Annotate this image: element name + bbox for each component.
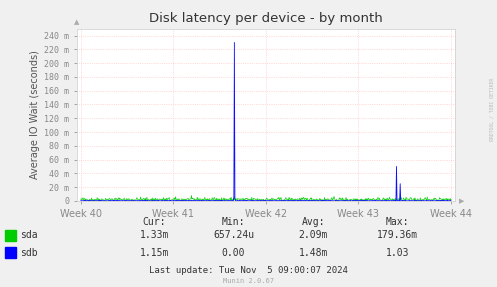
Y-axis label: Average IO Wait (seconds): Average IO Wait (seconds) <box>30 50 40 179</box>
Text: Last update: Tue Nov  5 09:00:07 2024: Last update: Tue Nov 5 09:00:07 2024 <box>149 266 348 275</box>
Text: sda: sda <box>20 230 37 240</box>
Text: 1.48m: 1.48m <box>298 248 328 257</box>
Text: Min:: Min: <box>222 218 246 227</box>
Text: 1.15m: 1.15m <box>139 248 169 257</box>
Text: 0.00: 0.00 <box>222 248 246 257</box>
Title: Disk latency per device - by month: Disk latency per device - by month <box>149 12 383 25</box>
Text: Cur:: Cur: <box>142 218 166 227</box>
Text: 179.36m: 179.36m <box>377 230 418 240</box>
Text: RRDTOOL / TOBI OETIKER: RRDTOOL / TOBI OETIKER <box>490 77 495 141</box>
Text: Munin 2.0.67: Munin 2.0.67 <box>223 278 274 284</box>
Text: 657.24u: 657.24u <box>213 230 254 240</box>
Text: Avg:: Avg: <box>301 218 325 227</box>
Text: Max:: Max: <box>386 218 410 227</box>
Text: sdb: sdb <box>20 248 37 257</box>
Text: 2.09m: 2.09m <box>298 230 328 240</box>
Text: 1.33m: 1.33m <box>139 230 169 240</box>
Text: ▶: ▶ <box>459 198 464 204</box>
Text: 1.03: 1.03 <box>386 248 410 257</box>
Text: ▲: ▲ <box>75 19 80 25</box>
